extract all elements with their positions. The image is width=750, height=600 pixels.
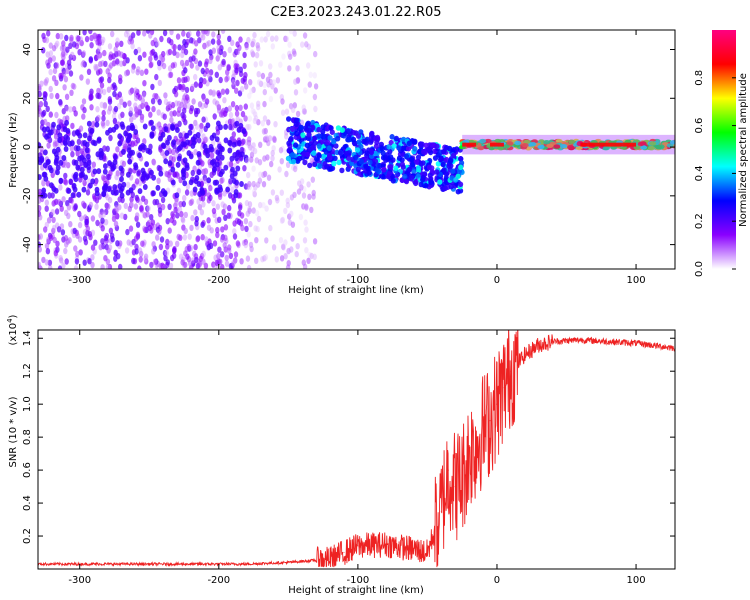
snr-point [538,344,540,346]
colorbar-tick-label: 0.8 [694,70,705,86]
spectrogram-y-tick-label: -20 [22,188,33,204]
snr-frame [37,329,676,570]
spectrogram-x-label: Height of straight line (km) [288,285,424,296]
snr-y-scale: (x104) [6,314,19,345]
colorbar-tick-label: 0.0 [694,261,705,277]
spectrogram-x-tick-label: -300 [68,275,91,286]
snr-line-layer [37,330,676,568]
snr-point [412,548,415,550]
snr-panel: -300 -200 -100 0 100 0.2 0.4 0.6 0.8 1.0 1.2 1.4 H… [6,314,676,596]
spectrogram-x-tick-label: 100 [627,275,646,286]
snr-x-label: Height of straight line (km) [288,585,424,596]
snr-point [426,551,429,554]
colorbar-tick-label: 0.2 [694,213,705,229]
snr-point [607,340,609,343]
snr-point [496,403,498,405]
snr-point [357,545,359,547]
snr-y-tick-label: 1.2 [22,363,33,379]
spectrogram-y-tick-label: 40 [22,43,33,56]
snr-point [482,428,484,430]
snr-point [287,561,289,564]
snr-point [447,469,449,471]
spectrogram-x-tick-label: -200 [207,275,230,286]
snr-point [329,558,331,560]
colorbar-tick-label: 0.6 [694,118,705,134]
snr-point [524,354,526,356]
colorbar-label: Normalized spectral amplitude [738,73,749,227]
colorbar: 0.0 0.2 0.4 0.6 0.8 Normalized spectral ampl… [694,30,749,277]
snr-y-tick-label: 0.8 [22,429,33,445]
snr-point [475,444,477,446]
snr-x-tick-label: 0 [494,575,500,586]
chart-title: C2E3.2023.243.01.22.R05 [270,5,441,20]
colorbar-gradient [712,30,736,269]
spectrogram-y-ticks: -40 -20 0 20 40 [22,43,675,253]
snr-x-tick-label: -100 [347,575,370,586]
snr-point [343,551,345,554]
snr-y-ticks: 0.2 0.4 0.6 0.8 1.0 1.2 1.4 [22,330,675,544]
snr-y-tick-label: 1.0 [22,396,33,412]
spectrogram-y-tick-label: 0 [22,144,33,150]
snr-point [510,370,512,372]
snr-point [454,485,456,488]
snr-point [468,453,470,455]
snr-series-line [38,330,675,568]
snr-point [579,339,582,341]
snr-point [148,563,150,565]
snr-y-tick-label: 0.6 [22,462,33,478]
spectrogram-x-tick-label: 0 [494,275,500,286]
spectrogram-x-ticks: -300 -200 -100 0 100 [68,30,646,286]
snr-y-label: SNR (10 * v/v) [8,396,19,467]
spectrogram-heatmap [38,30,675,269]
colorbar-tick-label: 0.4 [694,165,705,181]
snr-point [440,510,442,512]
spectrogram-region-2 [285,116,465,195]
snr-x-tick-label: -200 [207,575,230,586]
snr-point [489,420,491,422]
snr-point [503,387,505,389]
snr-x-tick-label: 100 [627,575,646,586]
snr-y-tick-label: 0.2 [22,528,33,544]
snr-y-scale-exp: 4 [6,318,14,323]
spectrogram-y-tick-label: -40 [22,236,33,252]
snr-x-tick-label: -300 [68,575,91,586]
snr-y-tick-label: 1.4 [22,330,33,346]
snr-y-tick-label: 0.4 [22,495,33,511]
snr-point [461,477,463,479]
spectrogram-region-0 [38,30,249,269]
spectrogram-x-tick-label: -100 [347,275,370,286]
spectrogram-frame [37,29,676,270]
snr-x-ticks: -300 -200 -100 0 100 [68,330,646,586]
colorbar-ticks: 0.0 0.2 0.4 0.6 0.8 [694,70,736,277]
spectrogram-y-label: Frequency (Hz) [8,112,19,188]
snr-point [635,342,637,344]
spectrogram-y-tick-label: 20 [22,92,33,105]
snr-point [246,563,248,565]
spectrogram-region-3 [458,134,675,155]
snr-point [385,543,387,545]
snr-point [552,340,554,343]
